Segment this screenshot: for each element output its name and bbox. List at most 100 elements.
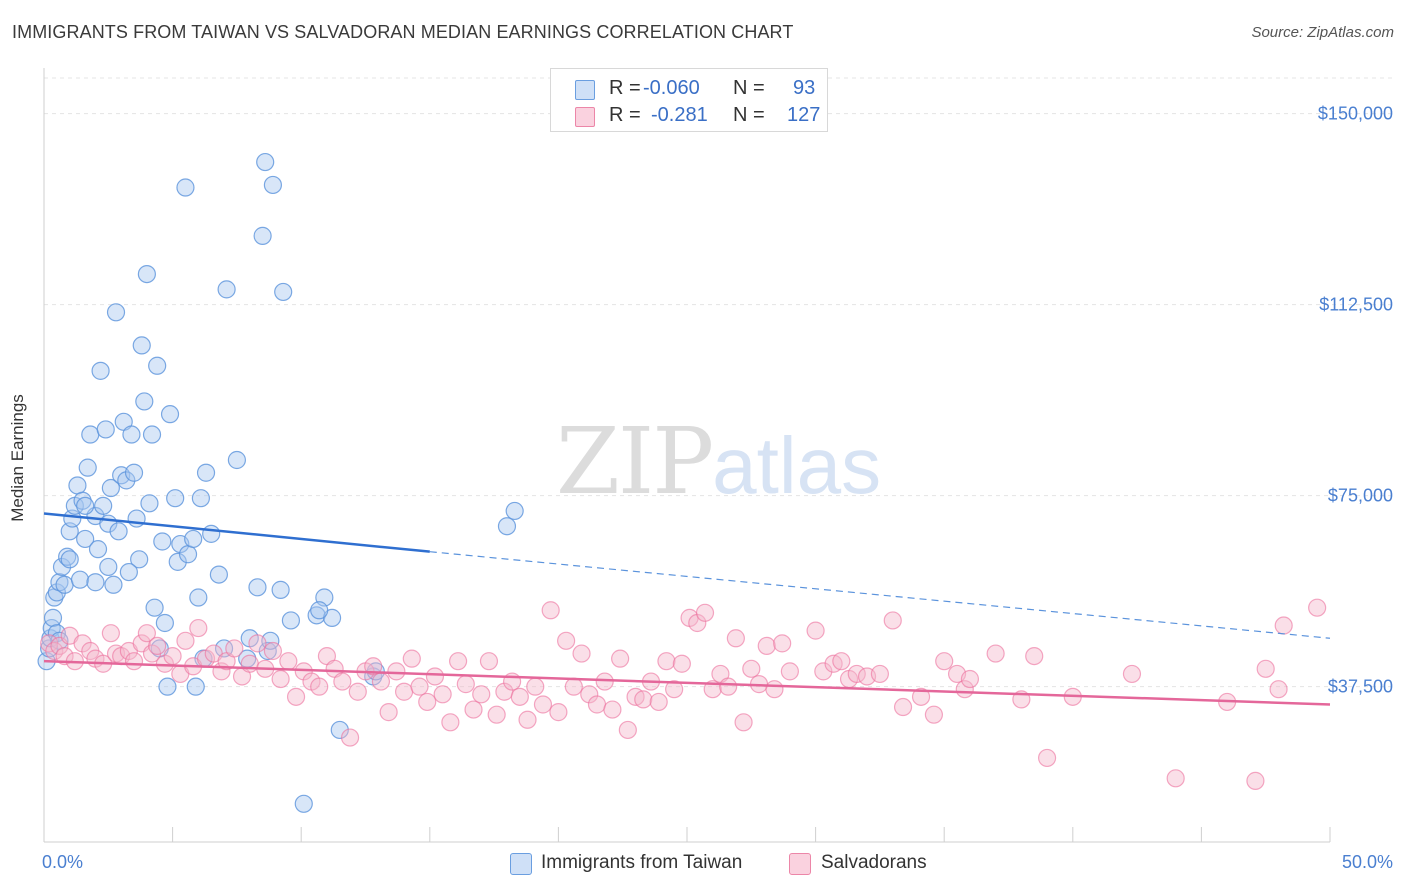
taiwan-point <box>186 677 205 696</box>
salvadoran-point <box>379 703 398 722</box>
salvadoran-point <box>657 652 676 671</box>
taiwan-point <box>140 494 159 513</box>
stats-n-value: 127 <box>787 104 821 126</box>
taiwan-point <box>86 573 105 592</box>
stats-row-salvadoran: R = -0.281 N = 127 <box>551 102 827 130</box>
taiwan-point <box>127 509 146 528</box>
salvadoran-point <box>935 652 954 671</box>
watermark-zip: ZIP <box>556 408 714 515</box>
taiwan-point <box>253 226 272 245</box>
salvadoran-point <box>611 649 630 668</box>
taiwan-point <box>184 529 203 549</box>
taiwan-point <box>88 540 108 559</box>
salvadoran-point <box>572 644 591 663</box>
source-label: Source: ZipAtlas.com <box>1251 24 1394 41</box>
salvadoran-point <box>726 629 745 648</box>
taiwan-point <box>178 545 198 564</box>
stats-r-label: R = <box>609 104 641 126</box>
salvadoran-point <box>832 652 851 671</box>
salvadoran-point <box>279 652 298 671</box>
salvadoran-point <box>672 654 691 673</box>
taiwan-point <box>274 282 293 302</box>
salvadoran-point <box>1256 659 1275 678</box>
salvadoran-point <box>742 659 761 678</box>
taiwan-point <box>160 405 180 424</box>
taiwan-point <box>91 361 110 380</box>
x-tick-max: 50.0% <box>1341 852 1393 872</box>
taiwan-point <box>271 580 290 599</box>
stats-r-value: -0.060 <box>643 77 700 99</box>
taiwan-point <box>55 575 74 594</box>
taiwan-point <box>310 601 329 620</box>
salvadoran-point <box>1246 771 1265 790</box>
y-tick-label: $112,500 <box>1319 294 1393 315</box>
taiwan-point <box>43 608 63 627</box>
salvadoran-point <box>765 680 784 699</box>
taiwan-point <box>155 613 174 633</box>
salvadoran-point <box>348 682 367 701</box>
salvadoran-point <box>163 646 182 666</box>
salvadoran-point <box>541 601 560 620</box>
salvadoran-point <box>418 692 437 712</box>
salvadoran-point <box>1166 769 1185 788</box>
salvadoran-point <box>433 685 452 704</box>
taiwan-point <box>58 547 77 566</box>
x-tick-min: 0.0% <box>42 852 84 872</box>
salvadoran-point <box>410 677 429 696</box>
salvadoran-point <box>472 685 491 704</box>
taiwan-point <box>52 557 72 577</box>
salvadoran-point <box>456 675 475 694</box>
salvadoran-point <box>986 644 1005 663</box>
salvadoran-point <box>595 672 614 691</box>
salvadoran-point <box>960 669 980 689</box>
legend-swatch-taiwan <box>510 853 532 875</box>
salvadoran-point <box>448 652 468 671</box>
taiwan-point <box>78 458 97 477</box>
salvadoran-point <box>603 700 622 719</box>
salvadoran-point <box>757 636 776 656</box>
stats-r-label: R = <box>609 77 641 99</box>
salvadoran-point <box>286 687 306 706</box>
salvadoran-point <box>148 636 167 656</box>
salvadoran-point <box>55 646 74 666</box>
taiwan-point <box>122 425 141 444</box>
salvadoran-point <box>45 641 64 661</box>
taiwan-point <box>130 550 149 569</box>
taiwan-point <box>135 392 154 411</box>
stats-n-value: 93 <box>793 77 816 99</box>
salvadoran-point <box>176 631 195 650</box>
y-axis-label: Median Earnings <box>8 394 27 522</box>
taiwan-point <box>505 501 524 521</box>
stats-swatch-taiwan <box>575 80 595 100</box>
salvadoran-point <box>773 634 792 653</box>
salvadoran-point <box>364 657 383 676</box>
taiwan-point <box>217 280 236 299</box>
grid-lines <box>44 77 1395 688</box>
taiwan-point <box>109 522 128 541</box>
salvadoran-point <box>1308 598 1327 617</box>
taiwan-point <box>132 336 151 355</box>
salvadoran-point <box>371 672 391 691</box>
taiwan-point <box>70 570 90 589</box>
salvadoran-point <box>893 697 913 717</box>
taiwan-point <box>142 425 162 444</box>
y-tick-label: $75,000 <box>1327 485 1393 506</box>
taiwan-point <box>148 356 167 375</box>
taiwan-point <box>119 562 138 582</box>
salvadoran-point <box>248 634 267 653</box>
taiwan-point <box>166 489 185 508</box>
salvadoran-point <box>271 669 290 689</box>
y-tick-label: $150,000 <box>1317 103 1393 124</box>
taiwan-point <box>196 463 216 482</box>
salvadoran-point <box>1269 680 1288 699</box>
taiwan-point <box>94 496 113 515</box>
salvadoran-point <box>394 682 414 701</box>
axes <box>43 68 1331 843</box>
taiwan-point <box>307 606 326 625</box>
stats-n-label: N = <box>733 77 765 99</box>
salvadoran-point <box>189 618 208 638</box>
salvadoran-point <box>124 652 144 671</box>
salvadoran-point <box>634 690 653 709</box>
stats-box: R = -0.060 N = 93 R = -0.281 N = 127 <box>550 68 828 132</box>
